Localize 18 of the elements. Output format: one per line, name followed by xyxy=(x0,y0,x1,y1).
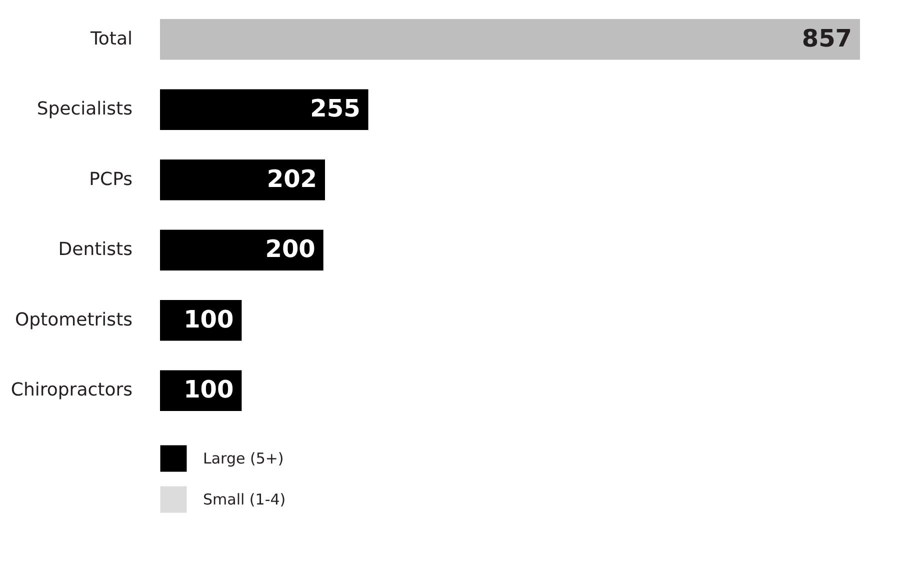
data-label: 200 xyxy=(265,235,316,264)
data-label: 100 xyxy=(184,376,234,404)
legend-label: Large (5+) xyxy=(203,450,284,468)
y-tick-label: Chiropractors xyxy=(10,380,132,401)
bar xyxy=(160,19,860,60)
bar xyxy=(160,160,325,200)
legend-label: Small (1-4) xyxy=(203,490,286,508)
data-label: 202 xyxy=(266,164,317,193)
y-tick-label: Total xyxy=(89,28,132,50)
data-label: 100 xyxy=(184,305,234,334)
data-label: 857 xyxy=(802,24,852,52)
y-tick-label: Dentists xyxy=(58,239,132,260)
bar xyxy=(160,230,324,270)
y-tick-label: Optometrists xyxy=(14,309,132,330)
y-tick-label: PCPs xyxy=(89,168,132,190)
y-tick-label: Specialists xyxy=(36,98,132,120)
bar xyxy=(160,89,368,130)
data-label: 255 xyxy=(310,94,360,123)
